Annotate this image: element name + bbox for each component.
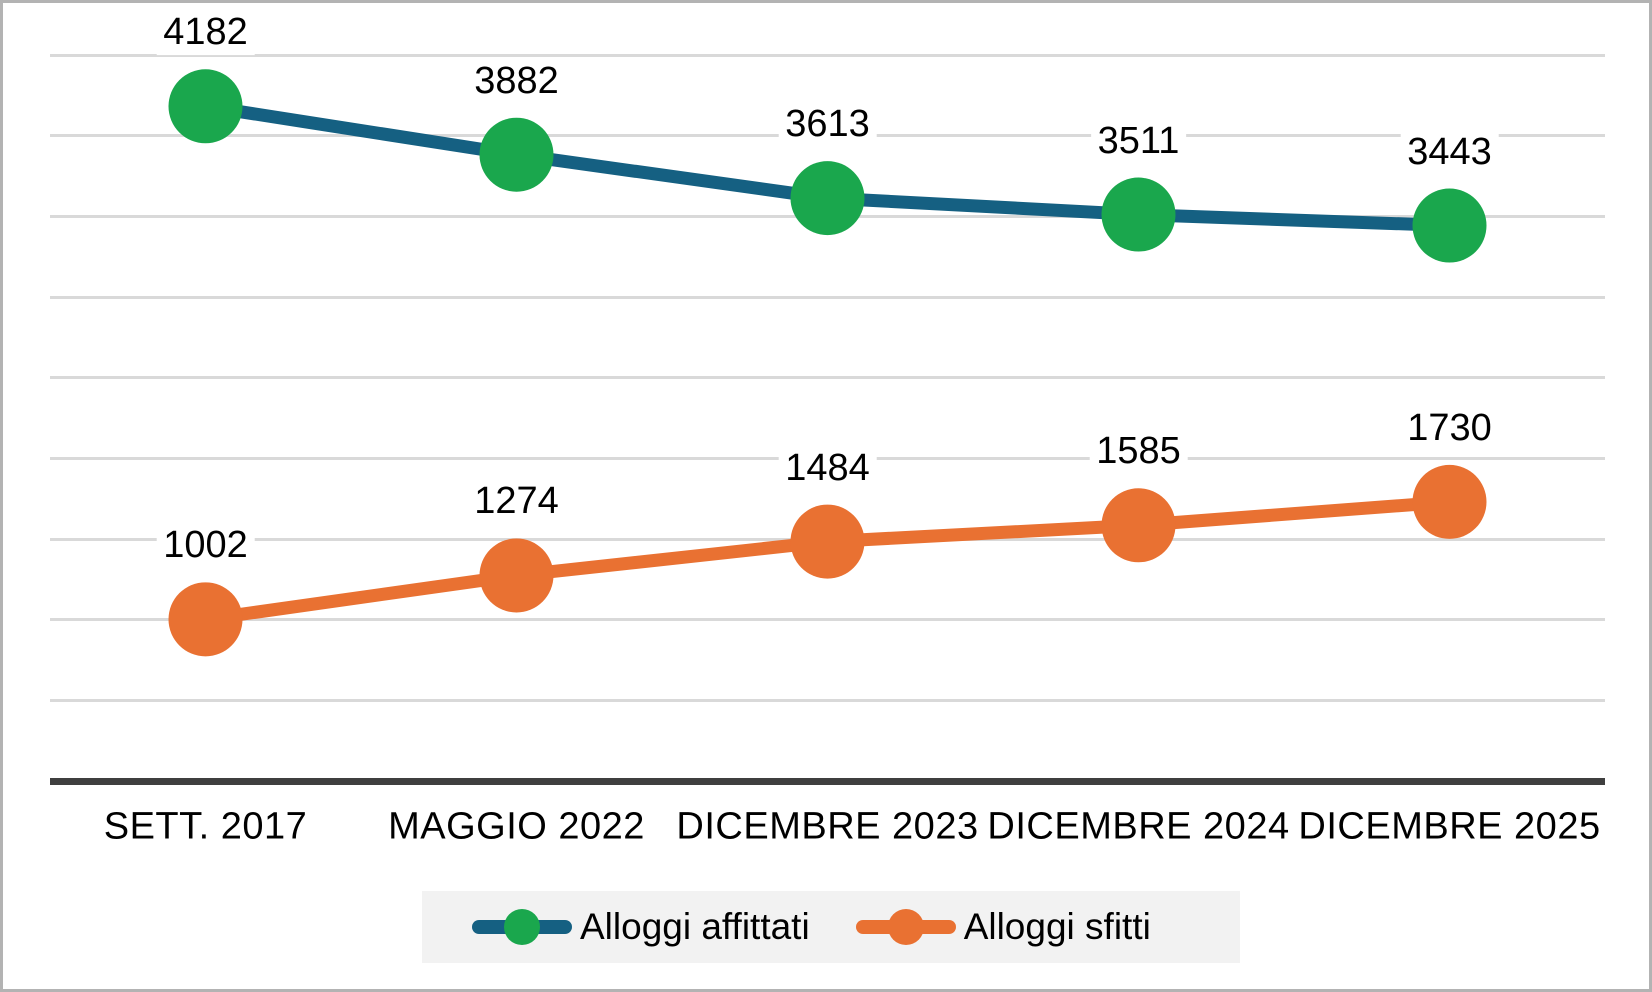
data-label: 1730 [1400, 406, 1499, 451]
series-plot [168, 69, 1487, 657]
data-label: 3613 [778, 103, 877, 147]
legend-marker-swatch-sfitti [887, 909, 924, 945]
data-point-marker [479, 117, 554, 192]
data-point-marker [479, 538, 554, 613]
legend: Alloggi affittati Alloggi sfitti [422, 891, 1240, 963]
data-point-marker [1412, 464, 1487, 539]
x-axis-label: DICEMBRE 2024 [987, 805, 1290, 848]
data-label: 3882 [467, 59, 566, 104]
data-label: 1002 [156, 524, 255, 569]
x-axis-label: DICEMBRE 2023 [676, 805, 979, 848]
gridline [50, 295, 1605, 299]
legend-entry-alloggi-sfitti: Alloggi sfitti [855, 906, 1151, 948]
x-axis-label: SETT. 2017 [103, 805, 308, 848]
data-point-marker [1101, 488, 1176, 563]
data-point-marker [790, 504, 865, 579]
data-label: 1585 [1089, 430, 1188, 475]
data-label: 3443 [1400, 130, 1499, 175]
data-label: 3511 [1090, 119, 1187, 164]
x-axis-label: MAGGIO 2022 [388, 805, 645, 848]
gridline [50, 618, 1605, 622]
legend-glyph-alloggi-sfitti [855, 907, 956, 947]
data-point-marker [168, 582, 243, 657]
x-axis-line [50, 777, 1605, 785]
legend-label-alloggi-affittati: Alloggi affittati [580, 906, 810, 947]
data-label: 1274 [467, 480, 566, 525]
data-point-marker [168, 69, 243, 144]
data-point-marker [1101, 177, 1176, 252]
x-axis-label: DICEMBRE 2025 [1298, 805, 1601, 848]
legend-marker-swatch-affittati [504, 909, 540, 945]
legend-glyph-alloggi-affittati [472, 907, 572, 947]
data-label: 4182 [156, 11, 255, 56]
gridline [50, 53, 1605, 57]
data-label: 1484 [778, 446, 877, 491]
legend-entry-alloggi-affittati: Alloggi affittati [472, 906, 810, 948]
data-point-marker [790, 161, 865, 236]
data-point-marker [1412, 188, 1487, 263]
gridline [50, 376, 1605, 380]
legend-label-alloggi-sfitti: Alloggi sfitti [963, 906, 1151, 947]
gridline [50, 698, 1605, 702]
